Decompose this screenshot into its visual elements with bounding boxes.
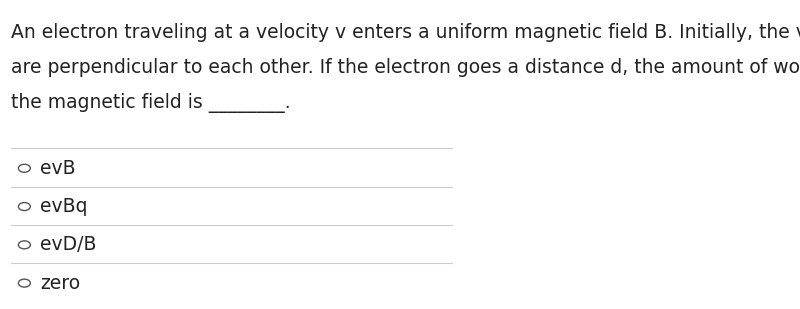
Text: An electron traveling at a velocity v enters a uniform magnetic field B. Initial: An electron traveling at a velocity v en…: [10, 23, 800, 42]
Text: evB: evB: [41, 159, 76, 178]
Text: evD/B: evD/B: [41, 235, 97, 254]
Text: the magnetic field is ________.: the magnetic field is ________.: [10, 93, 290, 113]
Text: zero: zero: [41, 273, 81, 293]
Text: evBq: evBq: [41, 197, 88, 216]
Text: are perpendicular to each other. If the electron goes a distance d, the amount o: are perpendicular to each other. If the …: [10, 58, 800, 77]
